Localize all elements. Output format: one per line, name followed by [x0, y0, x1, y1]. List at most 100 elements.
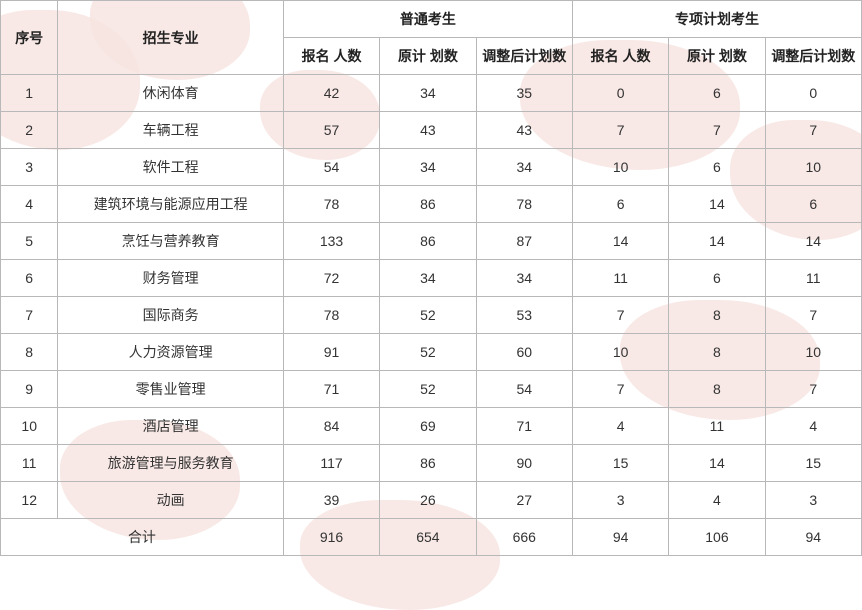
table-row: 3软件工程54343410610	[1, 149, 862, 186]
cell-apply-general: 39	[283, 482, 379, 519]
cell-seq: 9	[1, 371, 58, 408]
cell-seq: 2	[1, 112, 58, 149]
cell-total-plan-general: 654	[380, 519, 476, 556]
cell-adjusted-general: 90	[476, 445, 572, 482]
header-group-special: 专项计划考生	[572, 1, 861, 38]
table-row: 10酒店管理8469714114	[1, 408, 862, 445]
table-row: 1休闲体育423435060	[1, 75, 862, 112]
cell-adjusted-general: 27	[476, 482, 572, 519]
cell-total-apply-general: 916	[283, 519, 379, 556]
cell-apply-general: 91	[283, 334, 379, 371]
cell-plan-special: 14	[669, 223, 765, 260]
table-row: 8人力资源管理91526010810	[1, 334, 862, 371]
cell-adjusted-special: 3	[765, 482, 861, 519]
cell-adjusted-special: 4	[765, 408, 861, 445]
cell-plan-general: 86	[380, 445, 476, 482]
cell-apply-general: 133	[283, 223, 379, 260]
cell-seq: 3	[1, 149, 58, 186]
cell-major: 建筑环境与能源应用工程	[58, 186, 283, 223]
header-major: 招生专业	[58, 1, 283, 75]
cell-major: 动画	[58, 482, 283, 519]
cell-plan-general: 86	[380, 186, 476, 223]
cell-major: 零售业管理	[58, 371, 283, 408]
cell-adjusted-special: 15	[765, 445, 861, 482]
table-row: 2车辆工程574343777	[1, 112, 862, 149]
cell-adjusted-special: 10	[765, 149, 861, 186]
cell-apply-general: 71	[283, 371, 379, 408]
cell-plan-special: 6	[669, 260, 765, 297]
header-plan-general: 原计 划数	[380, 38, 476, 75]
cell-adjusted-special: 7	[765, 297, 861, 334]
cell-total-apply-special: 94	[572, 519, 668, 556]
cell-seq: 10	[1, 408, 58, 445]
table-row: 5烹饪与营养教育1338687141414	[1, 223, 862, 260]
cell-major: 休闲体育	[58, 75, 283, 112]
cell-plan-general: 52	[380, 297, 476, 334]
cell-apply-general: 54	[283, 149, 379, 186]
cell-seq: 6	[1, 260, 58, 297]
cell-apply-general: 72	[283, 260, 379, 297]
cell-plan-general: 86	[380, 223, 476, 260]
cell-plan-special: 14	[669, 186, 765, 223]
cell-apply-special: 7	[572, 112, 668, 149]
cell-apply-special: 0	[572, 75, 668, 112]
header-adjusted-special: 调整后计划数	[765, 38, 861, 75]
cell-apply-general: 78	[283, 297, 379, 334]
cell-plan-general: 52	[380, 334, 476, 371]
cell-major: 车辆工程	[58, 112, 283, 149]
cell-plan-special: 8	[669, 334, 765, 371]
cell-apply-general: 78	[283, 186, 379, 223]
table-row-total: 合计9166546669410694	[1, 519, 862, 556]
cell-apply-special: 10	[572, 149, 668, 186]
cell-plan-special: 14	[669, 445, 765, 482]
cell-major: 软件工程	[58, 149, 283, 186]
cell-adjusted-general: 43	[476, 112, 572, 149]
cell-seq: 4	[1, 186, 58, 223]
cell-adjusted-general: 87	[476, 223, 572, 260]
cell-apply-special: 11	[572, 260, 668, 297]
cell-seq: 8	[1, 334, 58, 371]
cell-plan-special: 6	[669, 75, 765, 112]
cell-seq: 5	[1, 223, 58, 260]
cell-adjusted-general: 53	[476, 297, 572, 334]
cell-plan-special: 8	[669, 371, 765, 408]
cell-apply-general: 57	[283, 112, 379, 149]
header-group-general: 普通考生	[283, 1, 572, 38]
table-row: 9零售业管理715254787	[1, 371, 862, 408]
cell-adjusted-general: 34	[476, 149, 572, 186]
cell-apply-special: 7	[572, 297, 668, 334]
cell-adjusted-special: 0	[765, 75, 861, 112]
header-seq: 序号	[1, 1, 58, 75]
cell-total-adjusted-general: 666	[476, 519, 572, 556]
cell-apply-special: 3	[572, 482, 668, 519]
cell-apply-special: 14	[572, 223, 668, 260]
cell-major: 烹饪与营养教育	[58, 223, 283, 260]
cell-seq: 1	[1, 75, 58, 112]
table-row: 4建筑环境与能源应用工程7886786146	[1, 186, 862, 223]
header-apply-special: 报名 人数	[572, 38, 668, 75]
cell-plan-general: 52	[380, 371, 476, 408]
cell-apply-general: 42	[283, 75, 379, 112]
cell-apply-special: 6	[572, 186, 668, 223]
cell-adjusted-general: 71	[476, 408, 572, 445]
cell-adjusted-special: 7	[765, 371, 861, 408]
table-row: 7国际商务785253787	[1, 297, 862, 334]
header-adjusted-general: 调整后计划数	[476, 38, 572, 75]
cell-plan-general: 34	[380, 149, 476, 186]
cell-adjusted-special: 14	[765, 223, 861, 260]
table-row: 6财务管理72343411611	[1, 260, 862, 297]
cell-plan-general: 43	[380, 112, 476, 149]
cell-adjusted-general: 34	[476, 260, 572, 297]
cell-major: 国际商务	[58, 297, 283, 334]
cell-plan-special: 11	[669, 408, 765, 445]
cell-major: 财务管理	[58, 260, 283, 297]
cell-adjusted-special: 10	[765, 334, 861, 371]
cell-seq: 7	[1, 297, 58, 334]
header-apply-general: 报名 人数	[283, 38, 379, 75]
cell-major: 人力资源管理	[58, 334, 283, 371]
cell-plan-special: 6	[669, 149, 765, 186]
cell-plan-special: 8	[669, 297, 765, 334]
cell-seq: 11	[1, 445, 58, 482]
cell-adjusted-general: 78	[476, 186, 572, 223]
table-row: 11旅游管理与服务教育1178690151415	[1, 445, 862, 482]
